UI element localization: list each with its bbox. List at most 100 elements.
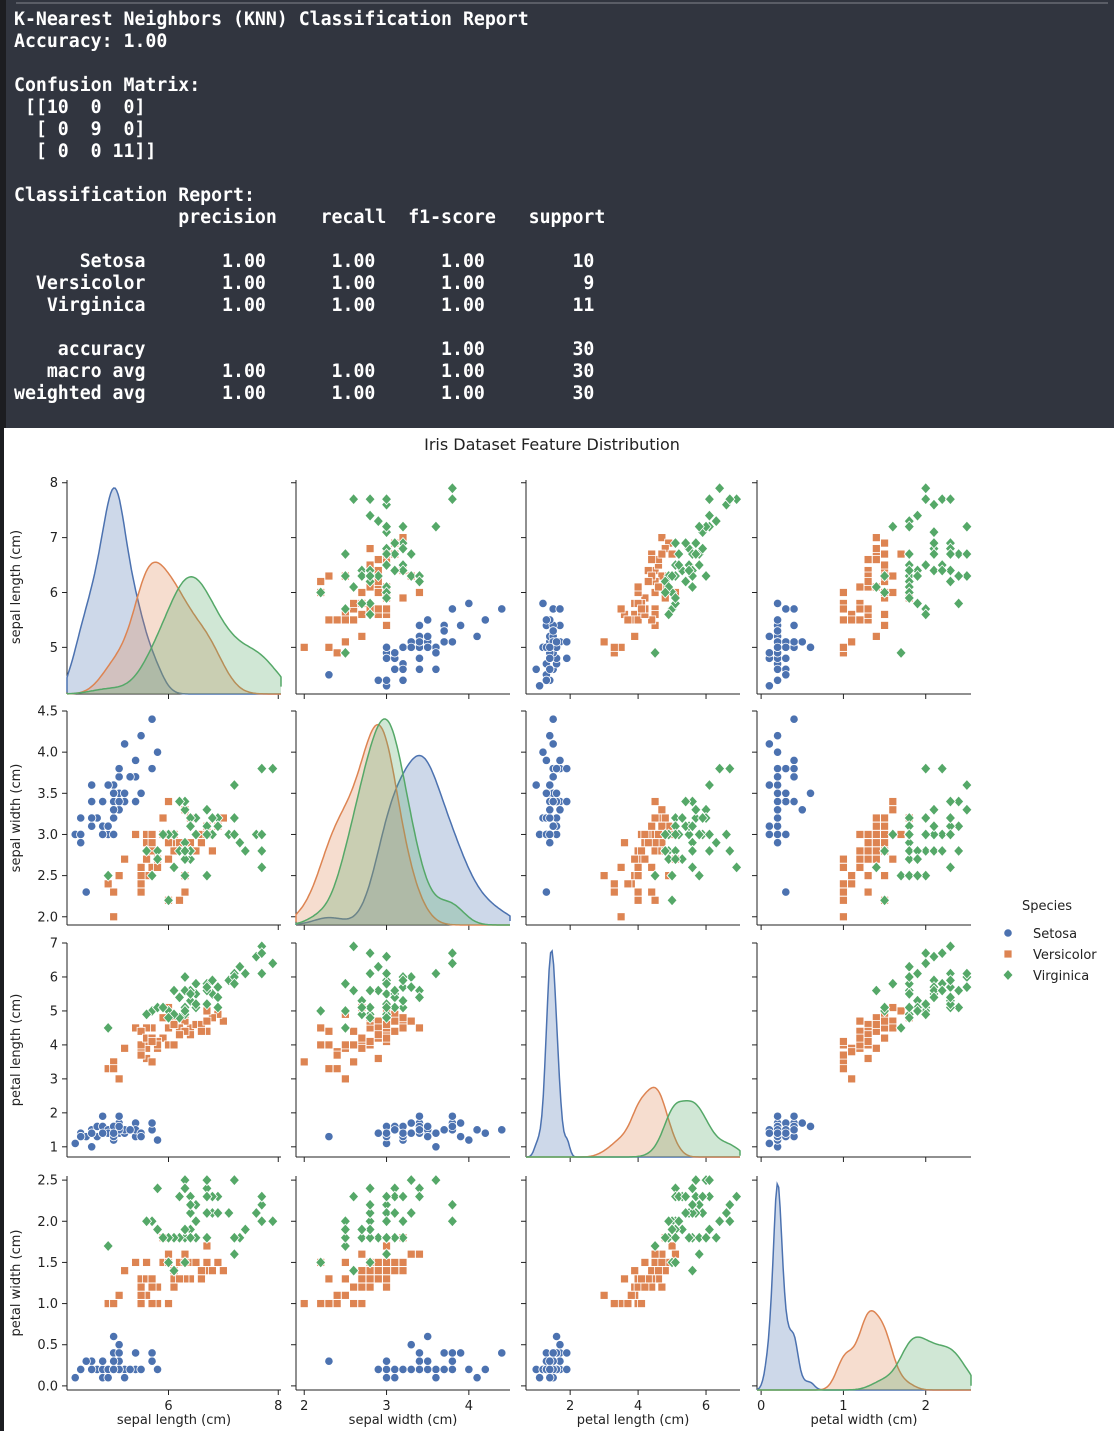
point-versicolor	[880, 813, 889, 823]
panel-petal-length-cm-vs-sepal-length-cm: 1 2 3 4 5 6 7 petal length (cm)	[9, 937, 281, 1162]
point-virginica	[953, 820, 965, 833]
point-setosa	[87, 1142, 97, 1152]
legend-label-setosa: Setosa	[1033, 927, 1077, 942]
point-versicolor	[650, 797, 660, 806]
point-versicolor	[847, 879, 857, 889]
point-virginica	[920, 998, 932, 1011]
point-versicolor	[623, 879, 633, 889]
point-setosa	[497, 1348, 507, 1358]
point-versicolor	[415, 1249, 424, 1259]
point-setosa	[439, 1125, 449, 1135]
report-header: precision recall f1-score support	[14, 207, 606, 228]
y-tick-label: 0.5	[37, 1338, 58, 1353]
point-virginica	[212, 1001, 224, 1014]
point-virginica	[157, 1001, 169, 1014]
point-virginica	[700, 569, 712, 583]
point-versicolor	[357, 1282, 367, 1292]
report-row-versicolor: Versicolor 1.00 1.00 1.00 9	[14, 273, 595, 294]
point-virginica	[879, 894, 891, 907]
point-versicolor	[324, 1064, 334, 1074]
point-versicolor	[847, 637, 857, 647]
point-setosa	[423, 642, 433, 652]
point-virginica	[356, 1223, 368, 1236]
kde-fill-versicolor	[296, 724, 510, 925]
point-virginica	[256, 861, 268, 874]
point-setosa	[431, 1373, 441, 1383]
point-virginica	[389, 984, 401, 997]
point-setosa	[414, 637, 425, 647]
point-versicolor	[630, 631, 640, 641]
point-virginica	[663, 608, 675, 621]
point-virginica	[179, 970, 191, 984]
point-virginica	[364, 1231, 376, 1244]
point-virginica	[936, 844, 948, 858]
point-versicolor	[839, 887, 848, 897]
point-virginica	[673, 1215, 685, 1228]
point-virginica	[870, 984, 882, 997]
point-virginica	[928, 991, 940, 1004]
point-setosa	[423, 1364, 433, 1375]
point-virginica	[184, 1231, 197, 1244]
legend-label-versicolor: Versicolor	[1033, 948, 1097, 963]
point-virginica	[364, 569, 376, 583]
point-versicolor	[871, 533, 881, 543]
point-versicolor	[839, 1064, 848, 1074]
point-setosa	[764, 829, 774, 840]
point-virginica	[256, 1215, 268, 1228]
point-virginica	[339, 977, 351, 990]
point-setosa	[423, 1331, 433, 1342]
point-virginica	[686, 844, 698, 858]
point-virginica	[190, 998, 202, 1011]
point-setosa	[772, 642, 783, 652]
point-versicolor	[340, 1040, 350, 1050]
point-virginica	[911, 509, 924, 522]
point-versicolor	[880, 560, 889, 570]
point-virginica	[944, 828, 956, 841]
point-versicolor	[863, 577, 873, 586]
point-virginica	[364, 1198, 376, 1211]
point-setosa	[555, 755, 565, 765]
point-versicolor	[657, 533, 667, 543]
point-setosa	[545, 653, 555, 663]
point-virginica	[669, 828, 682, 841]
y-tick-label: 2.0	[37, 1215, 58, 1230]
point-versicolor	[643, 838, 653, 848]
point-virginica	[928, 844, 940, 858]
point-setosa	[414, 653, 425, 663]
point-versicolor	[839, 879, 848, 889]
panel-sepal-length-cm-vs-petal-length-cm	[521, 480, 743, 699]
point-versicolor	[147, 1299, 157, 1308]
point-virginica	[102, 869, 114, 882]
point-versicolor	[640, 830, 650, 839]
point-versicolor	[202, 1016, 212, 1026]
point-virginica	[201, 1174, 213, 1187]
point-versicolor	[324, 615, 334, 625]
x-tick-label: 2	[566, 1399, 574, 1414]
legend-title: Species	[1022, 899, 1072, 914]
point-versicolor	[640, 1258, 650, 1267]
point-virginica	[953, 795, 965, 808]
point-virginica	[936, 493, 948, 506]
point-versicolor	[880, 610, 889, 619]
point-virginica	[348, 1264, 360, 1277]
point-virginica	[724, 844, 736, 858]
point-virginica	[356, 1001, 368, 1014]
point-setosa	[805, 1121, 816, 1132]
point-virginica	[364, 1223, 376, 1236]
point-virginica	[162, 1011, 175, 1024]
point-setosa	[152, 1364, 163, 1375]
point-virginica	[356, 1231, 368, 1244]
point-versicolor	[855, 604, 865, 614]
point-setosa	[545, 1373, 555, 1383]
point-versicolor	[650, 895, 660, 905]
point-setosa	[76, 813, 86, 823]
point-setosa	[324, 1356, 334, 1366]
point-setosa	[130, 796, 141, 807]
x-tick-label: 8	[274, 1399, 282, 1414]
point-setosa	[136, 1132, 146, 1142]
panel-sepal-length-cm-vs-sepal-width-cm	[291, 480, 510, 699]
point-virginica	[168, 861, 180, 874]
point-versicolor	[136, 871, 146, 881]
point-setosa	[781, 670, 791, 680]
point-setosa	[109, 1331, 119, 1342]
